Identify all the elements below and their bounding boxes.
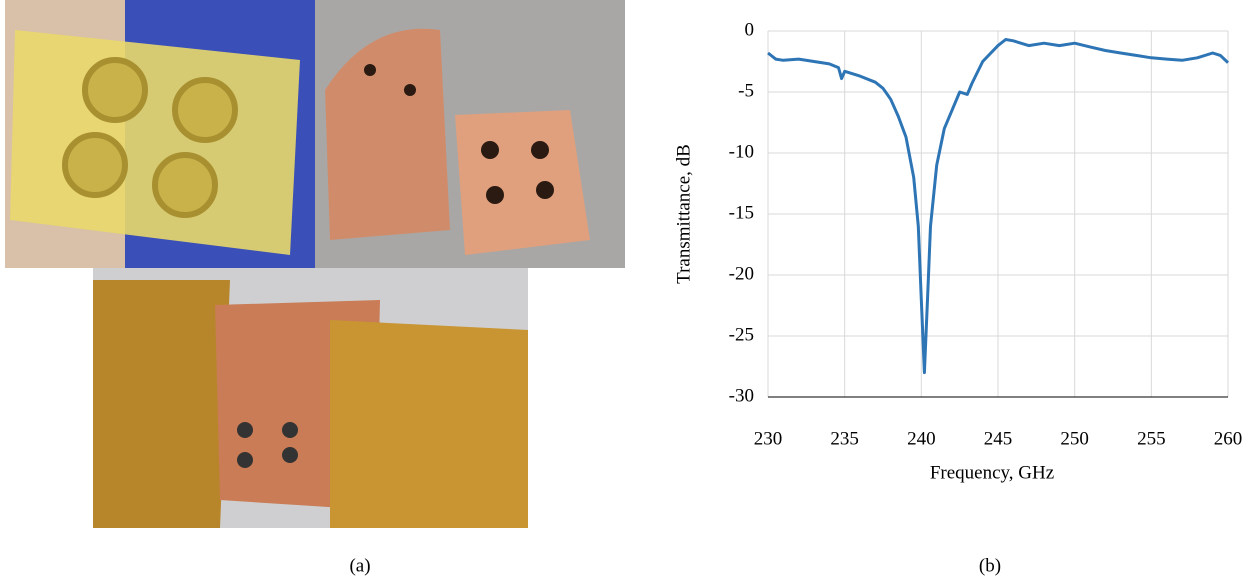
photo-copper-parts [315, 0, 625, 268]
y-tick-label: -15 [729, 202, 754, 223]
panel-label: (b) [979, 555, 1001, 576]
photo-resin-part [5, 0, 315, 268]
x-tick-label: 255 [1137, 428, 1166, 449]
y-tick-label: -25 [729, 324, 754, 345]
y-tick-label: -10 [729, 141, 754, 162]
y-tick-label: -5 [738, 80, 754, 101]
y-axis-label: Transmittance, dB [673, 144, 694, 284]
figure: (a) (b) Frequency, GHz Transmittance, dB… [0, 0, 1255, 583]
x-tick-label: 235 [830, 428, 859, 449]
y-tick-label: 0 [745, 19, 755, 40]
panel-label: (a) [349, 555, 370, 576]
y-tick-label: -20 [729, 263, 754, 284]
y-tick-label: -30 [729, 385, 754, 406]
photo-assembly [93, 268, 528, 528]
x-tick-label: 260 [1214, 428, 1243, 449]
x-tick-label: 250 [1060, 428, 1089, 449]
x-tick-label: 230 [754, 428, 783, 449]
x-tick-label: 240 [907, 428, 936, 449]
x-tick-label: 245 [984, 428, 1013, 449]
x-axis-label: Frequency, GHz [930, 462, 1054, 483]
